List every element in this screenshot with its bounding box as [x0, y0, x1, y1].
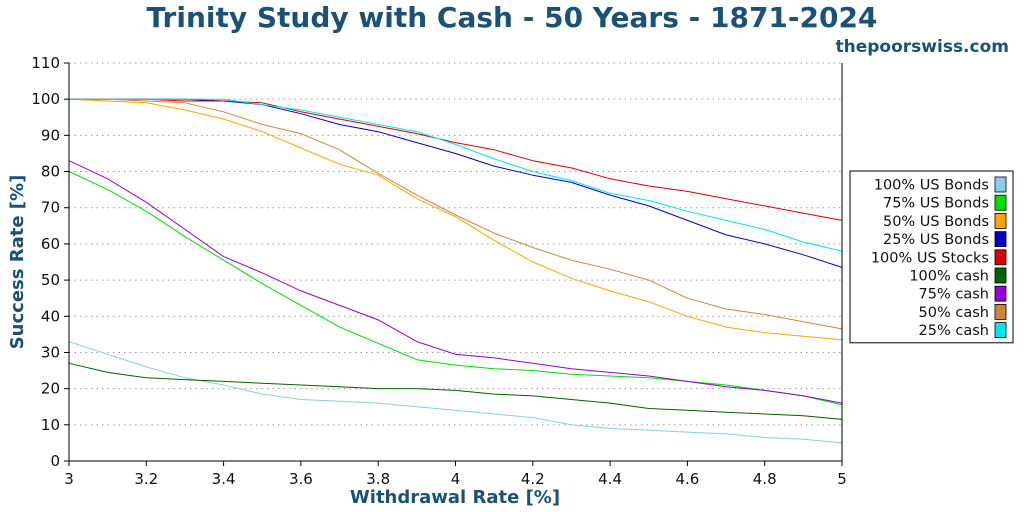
legend-label-7: 50% cash [919, 305, 989, 321]
legend-label-2: 50% US Bonds [883, 214, 989, 230]
y-axis-label: Success Rate [%] [7, 175, 28, 350]
x-tick-label: 4 [451, 470, 461, 488]
series-line-2 [68, 98, 843, 341]
chart-title: Trinity Study with Cash - 50 Years - 187… [147, 1, 878, 34]
y-tick-label: 60 [41, 235, 60, 253]
x-tick-label: 3.6 [289, 470, 313, 488]
legend-swatch-7 [994, 303, 1007, 320]
y-tick-label: 50 [41, 271, 60, 289]
legend-swatch-8 [994, 322, 1007, 339]
series-line-1 [68, 171, 843, 406]
legend-label-8: 25% cash [919, 323, 989, 339]
y-tick-label: 100 [31, 90, 60, 108]
x-tick-label: 4.4 [598, 470, 622, 488]
y-tick-label: 110 [31, 54, 60, 72]
series-line-8 [69, 98, 843, 252]
source-label: thepoorswiss.com [836, 37, 1010, 57]
legend-swatch-5 [994, 267, 1007, 284]
legend-label-4: 100% US Stocks [871, 250, 989, 266]
legend-swatch-2 [994, 212, 1007, 229]
legend-label-1: 75% US Bonds [883, 196, 989, 212]
x-tick-label: 4.8 [753, 470, 777, 488]
plot-area: 0 10 20 30 40 50 60 70 80 90 100 110 3 3.2 3.4 3.6 3.8 4 4… [31, 54, 846, 488]
legend: 100% US Bonds 75% US Bonds 50% US Bonds 25%… [849, 170, 1014, 344]
legend-swatch-1 [994, 194, 1007, 211]
series-line-4 [69, 98, 843, 221]
legend-swatch-6 [994, 285, 1007, 302]
series-line-3 [69, 98, 843, 268]
series-line-6 [68, 160, 843, 404]
y-tick-label: 30 [41, 343, 60, 361]
x-tick-label: 3.4 [212, 470, 236, 488]
series-line-7 [69, 98, 843, 330]
y-tick-label: 0 [50, 452, 60, 470]
legend-swatch-3 [994, 231, 1007, 248]
x-tick-label: 3 [64, 470, 74, 488]
x-tick-label: 4.6 [675, 470, 699, 488]
y-tick-label: 70 [41, 199, 60, 217]
legend-box [849, 170, 1014, 344]
series-line-5 [68, 362, 843, 420]
y-tick-label: 40 [41, 307, 60, 325]
legend-swatch-0 [994, 176, 1007, 193]
legend-label-5: 100% cash [909, 269, 989, 285]
legend-swatch-4 [994, 249, 1007, 266]
y-tick-label: 10 [41, 416, 60, 434]
legend-label-3: 25% US Bonds [883, 232, 989, 248]
x-axis-label: Withdrawal Rate [%] [350, 487, 560, 508]
x-tick-label: 5 [837, 470, 847, 488]
y-tick-label: 80 [41, 163, 60, 181]
y-tick-label: 90 [41, 126, 60, 144]
x-tick-label: 4.2 [521, 470, 545, 488]
series-line-0 [68, 341, 843, 444]
legend-label-0: 100% US Bonds [874, 178, 989, 194]
x-tick-label: 3.8 [366, 470, 390, 488]
x-tick-label: 3.2 [134, 470, 158, 488]
y-tick-label: 20 [41, 380, 60, 398]
legend-label-6: 75% cash [919, 287, 989, 303]
